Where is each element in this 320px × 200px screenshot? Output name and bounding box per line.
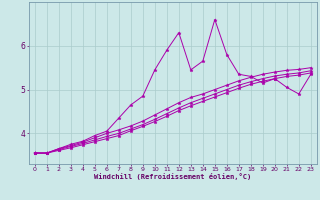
X-axis label: Windchill (Refroidissement éolien,°C): Windchill (Refroidissement éolien,°C) <box>94 173 252 180</box>
